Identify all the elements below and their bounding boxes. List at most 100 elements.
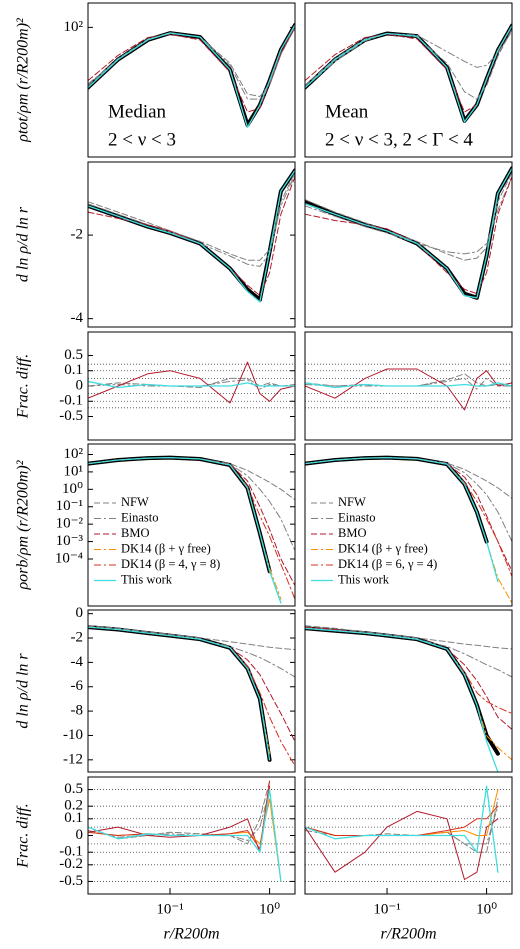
y-tick-label: 0 <box>76 377 84 393</box>
series-group <box>305 23 512 123</box>
data-line <box>305 30 512 89</box>
panel: 10⁻¹ 10⁰ r/R200m <box>304 776 513 943</box>
x-tick-label: 10⁻¹ <box>373 901 400 917</box>
x-tick-label: 10⁰ <box>476 901 497 917</box>
y-tick-label: -4 <box>71 310 84 326</box>
data-line <box>88 788 282 883</box>
x-axis-label: r/R200m <box>164 926 220 943</box>
data-line <box>305 28 512 100</box>
y-tick-label: -2 <box>71 227 84 243</box>
annotation: Median <box>108 101 167 122</box>
legend-label: BMO <box>338 526 366 540</box>
series-group <box>305 785 499 880</box>
y-tick-label: 10² <box>64 446 84 462</box>
data-line <box>305 627 499 772</box>
panel <box>304 161 513 328</box>
y-tick-label: 10⁻² <box>56 516 84 532</box>
series-group <box>305 368 512 411</box>
y-tick-label: 10⁰ <box>62 481 83 497</box>
series-group <box>305 455 512 604</box>
data-line <box>305 368 512 411</box>
data-line <box>88 626 295 767</box>
panel: -2 -4 d ln ρ/d ln r <box>15 161 296 328</box>
data-line <box>88 457 295 552</box>
data-line <box>88 785 271 853</box>
y-tick-label: 0.5 <box>64 347 83 363</box>
data-line <box>88 380 295 389</box>
panel: 10²10¹10⁰10⁻¹10⁻²10⁻³10⁻⁴NFWEinastoBMODK… <box>15 443 296 607</box>
y-tick-label: 10¹ <box>64 463 84 479</box>
legend-label: NFW <box>121 495 149 509</box>
data-line <box>305 626 500 756</box>
panel: 10² Median 2 < ν < 3 ρtot/ρm (r/R200m)² <box>15 2 296 158</box>
panel-frame <box>304 443 513 607</box>
data-line <box>305 382 512 389</box>
data-line <box>305 24 512 123</box>
y-tick-label: -8 <box>71 703 84 719</box>
x-tick-label: 10⁰ <box>259 901 280 917</box>
y-tick-label: 0.5 <box>64 781 83 797</box>
y-axis-label: d ln ρ/d ln r <box>15 206 32 282</box>
data-line <box>305 456 499 583</box>
data-line <box>88 377 295 388</box>
panel-frame <box>87 161 296 328</box>
data-line <box>305 785 499 873</box>
data-line <box>305 167 512 299</box>
y-tick-label: -2 <box>71 629 84 645</box>
data-line <box>88 169 295 303</box>
data-line <box>88 361 295 404</box>
panel-frame <box>304 609 513 773</box>
data-line <box>305 627 512 714</box>
annotation: 2 < ν < 3, 2 < Γ < 4 <box>325 129 473 150</box>
data-line <box>88 457 295 501</box>
data-line <box>88 26 295 97</box>
data-line <box>88 457 282 600</box>
series-group <box>88 780 282 883</box>
y-tick-label: -0.1 <box>59 393 83 409</box>
panel: 0.50.20.10-0.1-0.2-0.5 10⁻¹ 10⁰ Frac. diff.… <box>15 776 296 943</box>
data-line <box>88 625 272 762</box>
panel-frame <box>304 776 513 895</box>
panel: 0.50.10-0.1-0.5 Frac. diff. <box>15 331 296 441</box>
data-line <box>88 625 295 651</box>
panel-frame <box>87 331 296 441</box>
legend-label: Einasto <box>121 510 159 524</box>
y-tick-label: -0.5 <box>59 873 83 889</box>
data-line <box>305 805 499 836</box>
data-line <box>88 626 271 761</box>
data-line <box>305 625 512 650</box>
data-line <box>305 789 499 836</box>
y-tick-label: -12 <box>63 751 83 767</box>
data-line <box>88 24 295 129</box>
y-axis-label: Frac. diff. <box>15 803 32 868</box>
y-tick-label: 10⁻⁴ <box>55 550 83 566</box>
y-tick-label: -4 <box>71 654 84 670</box>
series-group <box>88 23 295 129</box>
panel: 0 -2 -4 -6 -8 -10 -12 d ln ρ/d ln r <box>15 605 296 773</box>
data-line <box>305 176 512 295</box>
y-tick-label: 10⁻³ <box>56 533 84 549</box>
series-group <box>305 625 512 772</box>
y-tick-label: 0.2 <box>64 798 83 814</box>
y-axis-label: d ln ρ/d ln r <box>15 653 32 729</box>
y-tick-label: 0 <box>76 605 84 621</box>
legend-label: DK14 (β = 6, γ = 4) <box>338 557 437 571</box>
y-tick-label: 0.1 <box>64 362 83 378</box>
panel-frame <box>304 2 513 158</box>
panel-frame <box>87 443 296 607</box>
y-axis-label: ρtot/ρm (r/R200m)² <box>15 17 32 143</box>
series-group <box>305 166 512 300</box>
series-group <box>88 625 295 767</box>
panel <box>304 331 513 441</box>
panel-frame <box>87 776 296 895</box>
panel: Mean 2 < ν < 3, 2 < Γ < 4 <box>304 2 513 158</box>
y-tick-label: 10² <box>64 19 84 35</box>
y-tick-label: -10 <box>63 727 83 743</box>
y-tick-label: -0.2 <box>59 856 83 872</box>
legend-label: BMO <box>121 526 149 540</box>
data-line <box>88 798 282 882</box>
legend-label: Einasto <box>338 510 376 524</box>
panel-frame <box>87 2 296 158</box>
